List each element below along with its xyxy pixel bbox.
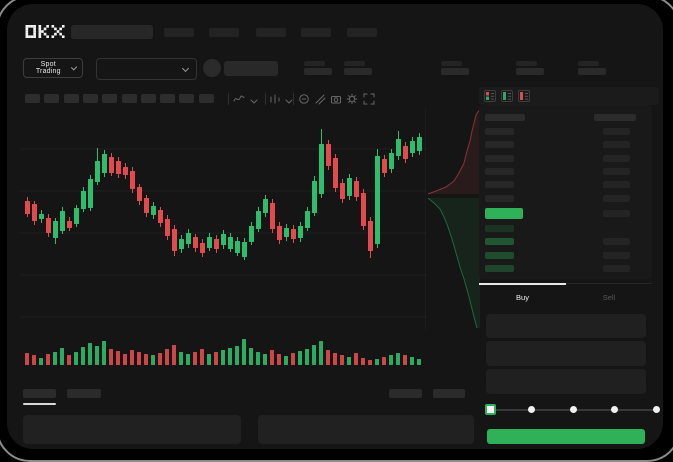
nav-item-placeholder-3[interactable] (301, 28, 331, 37)
chevron-down-icon[interactable] (248, 96, 260, 108)
orderbook-bid-row-price[interactable] (485, 238, 514, 245)
pair-select-dropdown[interactable] (96, 58, 197, 80)
orderbook-bid-row-amount[interactable] (603, 252, 630, 259)
price-input[interactable] (486, 314, 646, 338)
bars-icon[interactable] (269, 93, 281, 105)
nav-item-placeholder-1[interactable] (209, 28, 239, 37)
bottom-panel-placeholder-0 (23, 415, 241, 444)
orderbook-ask-row-price[interactable] (485, 141, 514, 148)
fullscreen-icon[interactable] (363, 93, 375, 105)
nav-item-placeholder-0[interactable] (164, 28, 194, 37)
orderbook-bid-row-price[interactable] (485, 225, 514, 232)
orderbook-ask-row-amount[interactable] (603, 195, 630, 202)
timeframe-placeholder-5[interactable] (122, 94, 137, 103)
orderbook-ask-row-price[interactable] (485, 195, 514, 202)
orderbook-header-placeholder-left (485, 114, 525, 121)
camera-icon[interactable] (330, 93, 342, 105)
bottom-tab-active-underline (23, 403, 56, 405)
stat-value-placeholder-3 (516, 68, 544, 75)
orderbook-header-placeholder-right (594, 114, 636, 121)
stat-label-placeholder-0 (304, 61, 325, 66)
header-search-placeholder[interactable] (71, 25, 153, 39)
toolbar-divider-2 (293, 93, 294, 105)
trade-tabbar: Buy Sell (479, 283, 652, 310)
timeframe-placeholder-1[interactable] (44, 94, 59, 103)
chart-footer-placeholder-0[interactable] (389, 389, 422, 398)
chevron-down-icon (181, 64, 190, 72)
timeframe-placeholder-9[interactable] (199, 94, 214, 103)
bottom-panel-placeholder-1 (258, 415, 474, 444)
orderbook-ask-row-amount[interactable] (603, 168, 630, 175)
stat-value-placeholder-2 (441, 68, 469, 75)
nav-item-placeholder-4[interactable] (347, 28, 377, 37)
orderbook-ask-row-amount[interactable] (603, 181, 630, 188)
orderbook-ask-row-amount[interactable] (603, 128, 630, 135)
active-tab-indicator (479, 283, 566, 285)
tab-buy-label: Buy (516, 292, 529, 302)
pair-name-placeholder (224, 61, 278, 76)
slider-handle-active[interactable] (485, 404, 496, 415)
orderbook-ask-row-price[interactable] (485, 168, 514, 175)
orderbook-ask-row-price[interactable] (485, 181, 514, 188)
pair-coin-avatar (203, 59, 221, 77)
orderbook-split-icon[interactable] (484, 90, 496, 102)
timeframe-placeholder-6[interactable] (141, 94, 156, 103)
timeframe-placeholder-2[interactable] (64, 94, 79, 103)
indicator-icon[interactable] (298, 93, 310, 105)
toolbar-divider-1 (265, 93, 266, 105)
slider-dot-2[interactable] (569, 406, 577, 413)
orderbook-toolbar-strip (479, 87, 659, 105)
timeframe-placeholder-0[interactable] (25, 94, 40, 103)
chevron-down-icon[interactable] (283, 96, 295, 108)
candlestick-chart[interactable] (20, 107, 426, 373)
stat-value-placeholder-4 (578, 68, 606, 75)
orderbook-ask-row-amount[interactable] (603, 155, 630, 162)
wave-icon[interactable] (233, 93, 245, 105)
market-mode-label: Spot Trading (35, 61, 61, 75)
draw-icon[interactable] (314, 93, 326, 105)
app-window: Spot Trading Buy Sell (7, 4, 663, 449)
bottom-tab-placeholder-1[interactable] (67, 389, 101, 398)
orderbook-bid-row-amount[interactable] (603, 265, 630, 272)
chevron-down-icon (70, 63, 78, 71)
okx-logo[interactable] (25, 25, 65, 38)
orderbook-bid-row-price[interactable] (485, 265, 514, 272)
slider-dot-4[interactable] (652, 406, 660, 413)
tab-sell[interactable]: Sell (566, 287, 652, 307)
tab-buy[interactable]: Buy (479, 287, 566, 307)
orderbook-bids-icon[interactable] (501, 90, 513, 102)
stat-label-placeholder-3 (516, 61, 537, 66)
market-mode-button[interactable]: Spot Trading (23, 58, 83, 78)
nav-item-placeholder-2[interactable] (256, 28, 286, 37)
orderbook-ask-row-price[interactable] (485, 128, 514, 135)
stat-label-placeholder-1 (344, 61, 365, 66)
orderbook-bid-row-amount[interactable] (603, 238, 630, 245)
orderbook-last-price[interactable] (485, 208, 523, 219)
buy-submit-button[interactable] (487, 429, 645, 444)
total-input[interactable] (486, 369, 646, 394)
orderbook-ask-row-price[interactable] (485, 155, 514, 162)
slider-dot-3[interactable] (611, 406, 618, 413)
stat-label-placeholder-4 (578, 61, 599, 66)
orderbook-ask-row-amount[interactable] (603, 141, 630, 148)
slider-dot-1[interactable] (528, 406, 535, 413)
orderbook-asks-icon[interactable] (518, 90, 530, 102)
bottom-tab-placeholder-0[interactable] (23, 389, 56, 398)
orderbook-bid-row-price[interactable] (485, 252, 514, 259)
chart-footer-placeholder-1[interactable] (433, 389, 465, 398)
depth-chart[interactable] (425, 107, 481, 330)
timeframe-placeholder-4[interactable] (102, 94, 117, 103)
settings-gear-icon[interactable] (346, 93, 358, 105)
timeframe-placeholder-3[interactable] (83, 94, 98, 103)
stat-label-placeholder-2 (441, 61, 462, 66)
stat-value-placeholder-0 (304, 68, 332, 75)
orderbook-last-amount[interactable] (603, 210, 630, 217)
timeframe-placeholder-7[interactable] (160, 94, 175, 103)
stat-value-placeholder-1 (344, 68, 372, 75)
toolbar-divider-0 (228, 93, 229, 105)
timeframe-placeholder-8[interactable] (179, 94, 194, 103)
tab-sell-label: Sell (602, 292, 616, 302)
amount-input[interactable] (486, 341, 646, 366)
